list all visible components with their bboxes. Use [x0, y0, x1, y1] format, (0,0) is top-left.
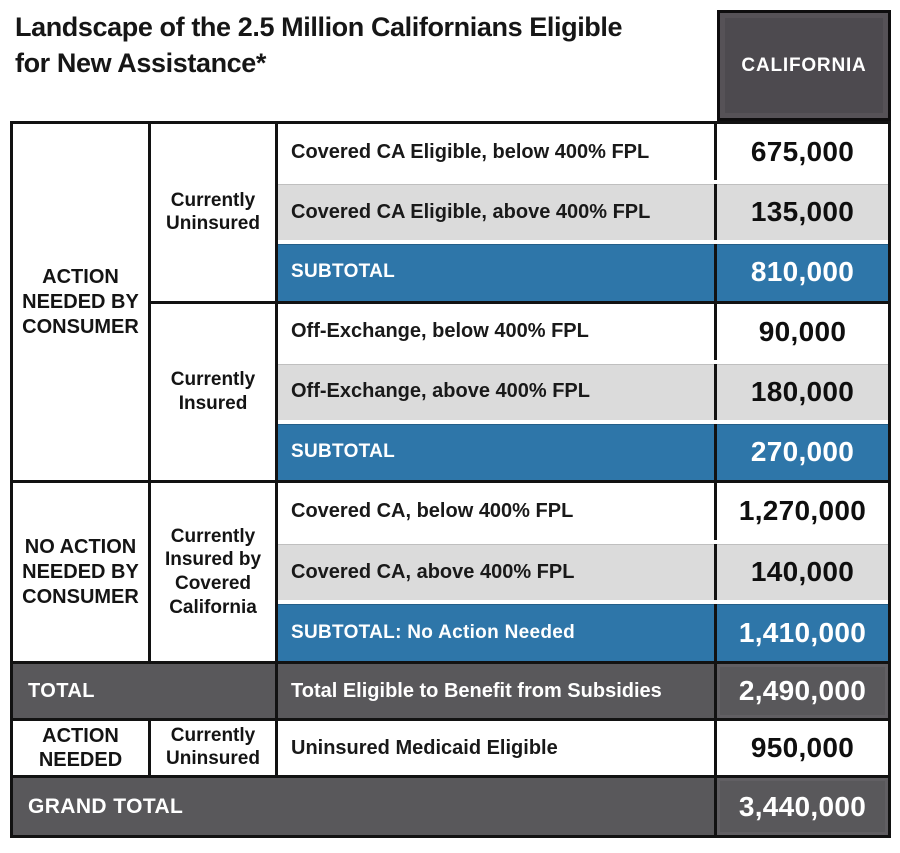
row-value: 140,000	[714, 543, 888, 601]
subgroup-insured-by-covered-ca-rows: Covered CA, below 400% FPL 1,270,000 Cov…	[278, 483, 888, 662]
group-no-action-needed-body: Currently Insured by Covered California …	[151, 483, 888, 662]
table-row: Off-Exchange, below 400% FPL 90,000	[278, 303, 888, 360]
total-row: TOTAL Total Eligible to Benefit from Sub…	[13, 664, 888, 721]
medicaid-row-value: 950,000	[714, 721, 888, 775]
row-value: 270,000	[714, 423, 888, 481]
group-no-action-needed-label: NO ACTION NEEDED BY CONSUMER	[13, 483, 151, 661]
row-label: Covered CA Eligible, below 400% FPL	[291, 140, 650, 163]
row-label: SUBTOTAL	[291, 440, 396, 462]
total-row-header: TOTAL	[13, 664, 278, 718]
row-label: Off-Exchange, above 400% FPL	[291, 380, 590, 403]
row-label: Off-Exchange, below 400% FPL	[291, 320, 589, 343]
grand-total-label: GRAND TOTAL	[28, 794, 184, 818]
row-label: Covered CA Eligible, above 400% FPL	[291, 200, 651, 223]
subtotal-row: SUBTOTAL 270,000	[278, 423, 888, 481]
group-action-needed: ACTION NEEDED BY CONSUMER Currently Unin…	[13, 124, 888, 483]
row-value: 1,270,000	[714, 483, 888, 540]
table-row: Off-Exchange, above 400% FPL 180,000	[278, 363, 888, 420]
grand-total-value: 3,440,000	[714, 778, 888, 835]
figure-title-line1: Landscape of the 2.5 Million Californian…	[15, 12, 623, 42]
row-value: 810,000	[714, 244, 888, 301]
subgroup-currently-insured-rows: Off-Exchange, below 400% FPL 90,000 Off-…	[278, 303, 888, 481]
subtotal-row: SUBTOTAL: No Action Needed 1,410,000	[278, 604, 888, 662]
group-action-needed-label: ACTION NEEDED BY CONSUMER	[13, 124, 151, 480]
row-value: 90,000	[714, 303, 888, 360]
medicaid-row-label: Uninsured Medicaid Eligible	[291, 736, 558, 759]
row-value: 1,410,000	[714, 604, 888, 662]
grand-total-row: GRAND TOTAL 3,440,000	[13, 778, 888, 835]
medicaid-row: ACTION NEEDED Currently Uninsured Uninsu…	[13, 721, 888, 778]
group-no-action-needed: NO ACTION NEEDED BY CONSUMER Currently I…	[13, 483, 888, 664]
row-label: Covered CA, below 400% FPL	[291, 499, 574, 522]
subtotal-row: SUBTOTAL 810,000	[278, 244, 888, 301]
data-table: ACTION NEEDED BY CONSUMER Currently Unin…	[10, 121, 891, 838]
group-action-needed-body: Currently Uninsured Covered CA Eligible,…	[151, 124, 888, 481]
medicaid-row-group-label: ACTION NEEDED	[13, 721, 151, 775]
subgroup-currently-insured: Currently Insured Off-Exchange, below 40…	[151, 303, 888, 481]
row-value: 135,000	[714, 184, 888, 241]
table-row: Covered CA Eligible, below 400% FPL 675,…	[278, 124, 888, 181]
subgroup-currently-uninsured-label: Currently Uninsured	[151, 124, 278, 301]
medicaid-row-subgroup-label: Currently Uninsured	[151, 721, 278, 775]
subgroup-currently-uninsured-rows: Covered CA Eligible, below 400% FPL 675,…	[278, 124, 888, 301]
subgroup-insured-by-covered-ca: Currently Insured by Covered California …	[151, 483, 888, 662]
row-label: SUBTOTAL: No Action Needed	[291, 621, 576, 643]
california-column-header: CALIFORNIA	[717, 10, 891, 121]
row-label: SUBTOTAL	[291, 261, 396, 283]
total-row-label: Total Eligible to Benefit from Subsidies	[291, 679, 662, 702]
total-row-value: 2,490,000	[714, 664, 888, 718]
california-column-header-label: CALIFORNIA	[741, 54, 867, 76]
figure-title: Landscape of the 2.5 Million Californian…	[15, 10, 623, 81]
row-value: 675,000	[714, 124, 888, 181]
row-value: 180,000	[714, 363, 888, 420]
subgroup-currently-insured-label: Currently Insured	[151, 303, 278, 480]
table-row: Covered CA, above 400% FPL 140,000	[278, 543, 888, 601]
figure-title-line2: for New Assistance*	[15, 47, 266, 78]
row-label: Covered CA, above 400% FPL	[291, 560, 575, 583]
subgroup-insured-by-covered-ca-label: Currently Insured by Covered California	[151, 483, 278, 661]
subgroup-currently-uninsured: Currently Uninsured Covered CA Eligible,…	[151, 124, 888, 304]
table-row: Covered CA, below 400% FPL 1,270,000	[278, 483, 888, 540]
table-row: Covered CA Eligible, above 400% FPL 135,…	[278, 184, 888, 241]
